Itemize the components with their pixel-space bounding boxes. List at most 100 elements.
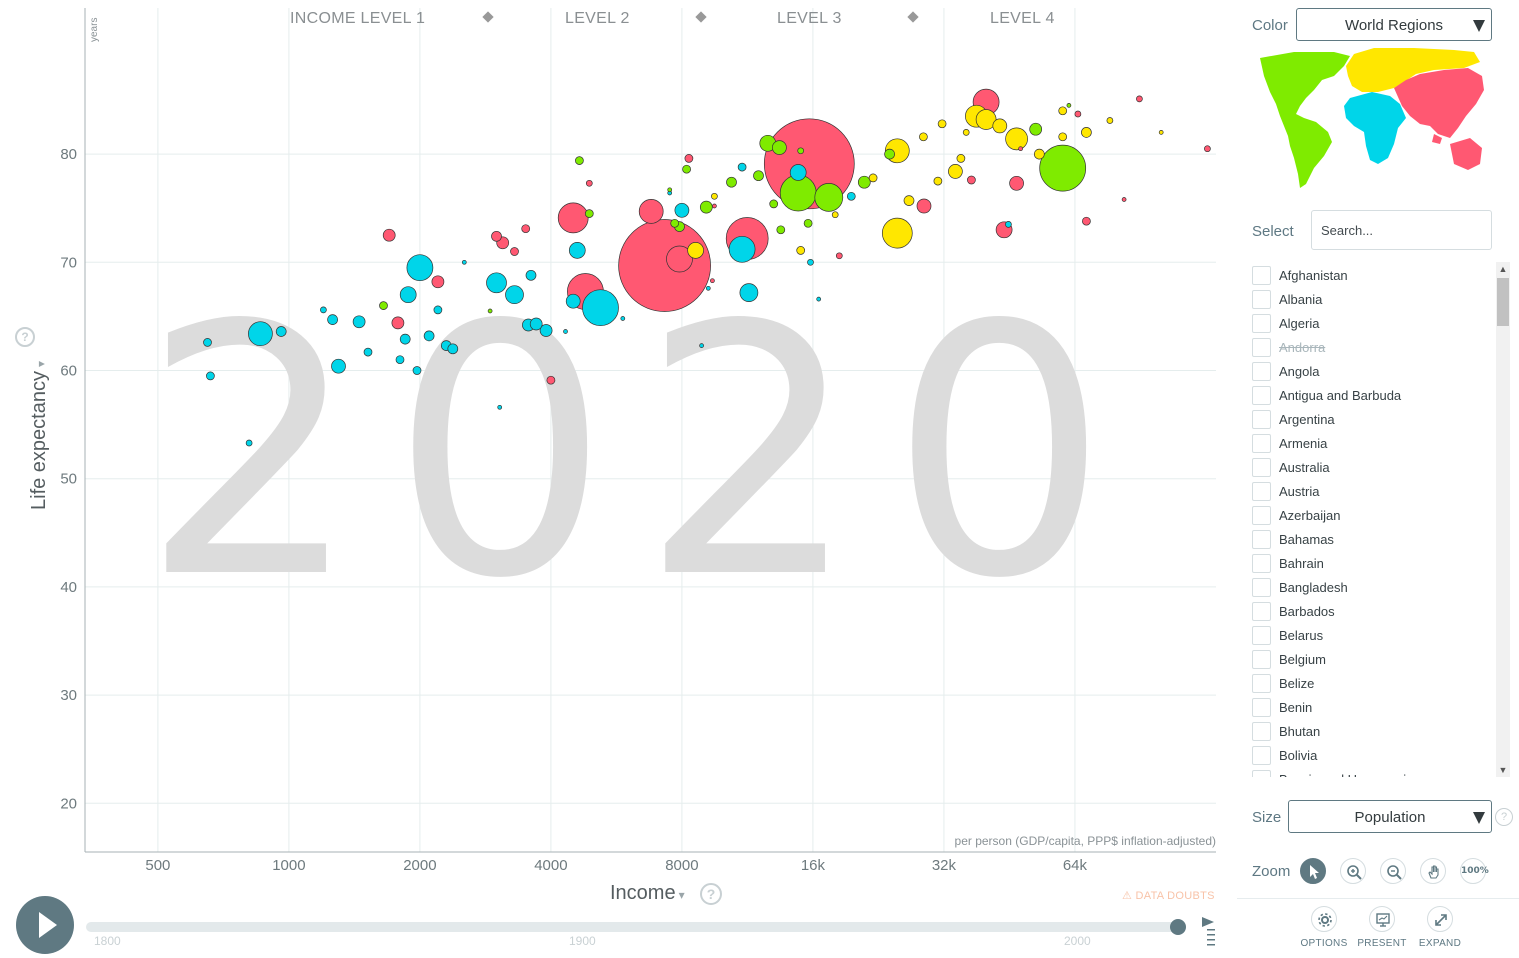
color-dropdown[interactable]: World Regions [1296, 8, 1492, 41]
country-bubble[interactable] [666, 245, 693, 273]
country-bubble[interactable] [881, 217, 913, 249]
country-bubble[interactable] [814, 183, 844, 212]
country-checkbox[interactable] [1252, 578, 1271, 597]
country-bubble[interactable] [352, 315, 366, 329]
country-bubble[interactable] [510, 247, 519, 256]
country-bubble[interactable] [248, 321, 273, 347]
data-doubts-link[interactable]: ⚠ DATA DOUBTS [1122, 889, 1215, 902]
country-bubble[interactable] [563, 329, 568, 334]
country-bubble[interactable] [1039, 144, 1087, 192]
country-bubble[interactable] [712, 203, 717, 209]
country-bubble[interactable] [320, 306, 327, 314]
country-bubble[interactable] [933, 176, 943, 186]
country-bubble[interactable] [846, 191, 856, 201]
expand-button[interactable]: EXPAND [1410, 906, 1470, 949]
country-list-item[interactable]: Algeria [1252, 310, 1497, 334]
country-bubble[interactable] [539, 324, 553, 337]
country-bubble[interactable] [1082, 216, 1091, 226]
country-bubble[interactable] [505, 285, 524, 305]
country-bubble[interactable] [582, 289, 619, 327]
x-axis-dropdown-icon[interactable]: ▾ [678, 888, 685, 902]
country-bubble[interactable] [327, 314, 338, 325]
country-bubble[interactable] [1029, 122, 1043, 136]
bubble-layer[interactable] [203, 88, 1211, 447]
country-list-item[interactable]: Bhutan [1252, 718, 1497, 742]
play-button[interactable] [16, 896, 74, 954]
country-bubble[interactable] [682, 164, 691, 174]
country-bubble[interactable] [737, 162, 747, 172]
country-bubble[interactable] [674, 202, 690, 218]
map-africa[interactable] [1344, 92, 1406, 164]
country-bubble[interactable] [638, 199, 664, 224]
country-bubble[interactable] [491, 230, 502, 242]
country-checkbox[interactable] [1252, 434, 1271, 453]
country-bubble[interactable] [739, 283, 759, 302]
country-bubble[interactable] [1009, 175, 1024, 191]
country-bubble[interactable] [868, 173, 878, 183]
country-checkbox[interactable] [1252, 410, 1271, 429]
country-checkbox[interactable] [1252, 674, 1271, 693]
country-bubble[interactable] [992, 118, 1008, 134]
map-americas[interactable] [1260, 52, 1350, 188]
country-bubble[interactable] [331, 358, 346, 374]
country-checkbox[interactable] [1252, 626, 1271, 645]
country-list-item[interactable]: Albania [1252, 286, 1497, 310]
country-bubble[interactable] [772, 140, 787, 155]
country-bubble[interactable] [399, 333, 411, 345]
country-list-item[interactable]: Argentina [1252, 406, 1497, 430]
country-list-item[interactable]: Bangladesh [1252, 574, 1497, 598]
country-bubble[interactable] [1005, 221, 1012, 228]
country-bubble[interactable] [710, 278, 715, 284]
country-checkbox[interactable] [1252, 482, 1271, 501]
country-bubble[interactable] [967, 175, 976, 185]
country-checkbox[interactable] [1252, 770, 1271, 777]
country-bubble[interactable] [1058, 106, 1068, 116]
country-bubble[interactable] [1018, 146, 1023, 152]
country-checkbox[interactable] [1252, 602, 1271, 621]
country-bubble[interactable] [1066, 103, 1072, 108]
country-bubble[interactable] [391, 316, 405, 330]
country-list-item[interactable]: Angola [1252, 358, 1497, 382]
country-bubble[interactable] [275, 326, 287, 337]
country-list-item[interactable]: Bahrain [1252, 550, 1497, 574]
options-button[interactable]: OPTIONS [1294, 906, 1354, 949]
country-list-scrollbar[interactable]: ▲ ▼ [1496, 262, 1510, 777]
country-bubble[interactable] [585, 179, 593, 187]
country-bubble[interactable] [956, 154, 966, 163]
country-bubble[interactable] [789, 164, 807, 181]
country-bubble[interactable] [670, 218, 680, 228]
country-bubble[interactable] [620, 316, 626, 321]
country-list-item[interactable]: Bahamas [1252, 526, 1497, 550]
country-list-item[interactable]: Bolivia [1252, 742, 1497, 766]
country-checkbox[interactable] [1252, 386, 1271, 405]
country-bubble[interactable] [521, 224, 531, 234]
country-bubble[interactable] [203, 338, 212, 347]
pan-tool-button[interactable] [1420, 858, 1446, 884]
country-bubble[interactable] [816, 296, 822, 302]
country-bubble[interactable] [1136, 95, 1143, 103]
timeslider-handle[interactable] [1170, 919, 1186, 935]
country-bubble[interactable] [687, 242, 704, 259]
country-bubble[interactable] [379, 301, 388, 310]
country-checkbox[interactable] [1252, 650, 1271, 669]
country-list-item[interactable]: Belgium [1252, 646, 1497, 670]
zoom-in-button[interactable] [1340, 858, 1366, 884]
country-bubble[interactable] [797, 147, 805, 155]
country-bubble[interactable] [497, 404, 503, 410]
x-axis-help-icon[interactable]: ? [700, 883, 722, 905]
country-bubble[interactable] [776, 225, 786, 235]
country-list-item[interactable]: Armenia [1252, 430, 1497, 454]
country-list-item[interactable]: Antigua and Barbuda [1252, 382, 1497, 406]
country-checkbox[interactable] [1252, 506, 1271, 525]
scroll-up-icon[interactable]: ▲ [1498, 264, 1508, 274]
country-list-item[interactable]: Bosnia and Herzegovina [1252, 766, 1497, 777]
country-bubble[interactable] [412, 366, 422, 375]
country-checkbox[interactable] [1252, 362, 1271, 381]
country-bubble[interactable] [916, 198, 932, 214]
country-bubble[interactable] [206, 371, 215, 381]
country-bubble[interactable] [835, 252, 843, 260]
country-checkbox[interactable] [1252, 530, 1271, 549]
pointer-tool-button[interactable] [1300, 858, 1326, 884]
country-bubble[interactable] [395, 355, 405, 365]
size-dropdown[interactable]: Population [1288, 800, 1492, 833]
